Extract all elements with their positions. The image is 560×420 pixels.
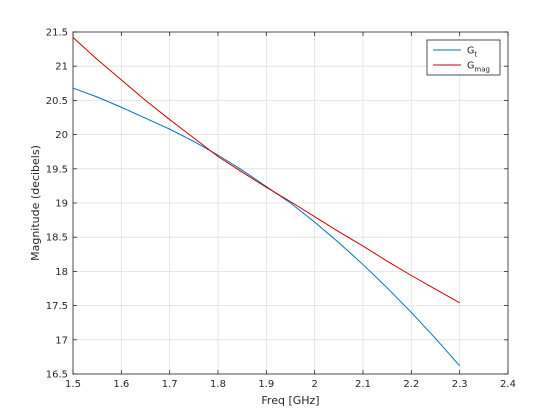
y-axis-label: Magnitude (decibels): [29, 145, 42, 261]
y-tick-label: 18: [55, 267, 68, 278]
x-axis-label: Freq [GHz]: [261, 394, 319, 407]
y-tick-label: 19.5: [46, 164, 68, 175]
series-line-mag: [72, 37, 460, 304]
legend-box: [426, 39, 501, 76]
legend-entry-t: Gt: [467, 46, 477, 59]
x-tick-label: 1.9: [258, 379, 274, 390]
x-tick-label: 1.7: [162, 379, 178, 390]
y-tick-label: 17: [55, 335, 68, 346]
x-tick-label: 2.2: [403, 379, 419, 390]
y-tick-label: 21.5: [46, 28, 68, 39]
x-tick-label: 1.5: [65, 379, 81, 390]
y-tick-label: 16.5: [46, 370, 68, 381]
x-tick-label: 2.1: [355, 379, 371, 390]
x-tick-label: 2.4: [500, 379, 516, 390]
x-tick-label: 2.3: [452, 379, 468, 390]
y-tick-label: 18.5: [46, 233, 68, 244]
x-tick-label: 1.8: [210, 379, 226, 390]
x-tick-label: 2: [311, 379, 317, 390]
legend-entry-mag: Gmag: [467, 61, 490, 74]
y-tick-label: 20: [55, 130, 68, 141]
y-tick-label: 19: [55, 199, 68, 210]
legend: Gt Gmag: [426, 39, 501, 76]
y-tick-label: 20.5: [46, 96, 68, 107]
x-tick-label: 1.6: [113, 379, 129, 390]
x-axis-ticks: 1.5 1.6 1.7 1.8 1.9 2 2.1 2.2 2.3 2.4: [65, 32, 516, 390]
y-tick-label: 17.5: [46, 301, 68, 312]
y-tick-label: 21: [55, 62, 68, 73]
y-axis-ticks: 16.5 17 17.5 18 18.5 19 19.5 20 20.5 21 21.5: [46, 28, 508, 381]
series-line-t: [72, 87, 461, 367]
series-lines: [72, 37, 461, 367]
